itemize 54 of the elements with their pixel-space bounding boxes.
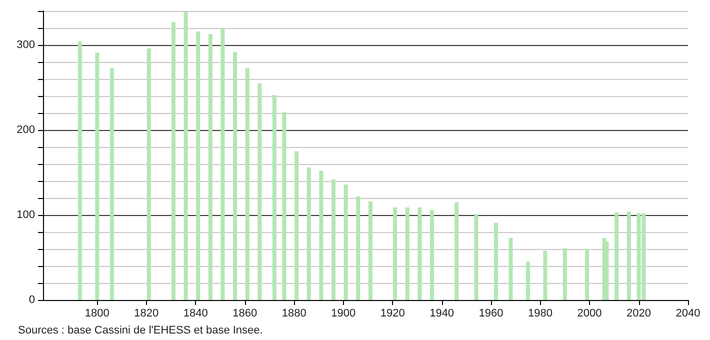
bar [258, 83, 262, 300]
x-tick-label: 1940 [430, 308, 454, 320]
bar [418, 207, 422, 300]
bar [331, 179, 336, 300]
bar [282, 112, 286, 300]
bar [220, 28, 225, 300]
y-tick-label: 200 [16, 124, 35, 136]
bar [368, 201, 372, 300]
bar [356, 196, 360, 300]
bar [393, 207, 398, 300]
y-tick-label: 0 [28, 294, 35, 306]
x-tick-label: 1820 [134, 308, 159, 320]
bar [526, 262, 530, 300]
bar [95, 52, 100, 300]
bar [146, 48, 151, 300]
bar [405, 207, 410, 300]
bar [494, 222, 498, 300]
x-tick-label: 1800 [84, 308, 110, 320]
y-tick-label: 100 [16, 209, 35, 221]
x-tick-label: 1920 [380, 308, 405, 320]
bar [171, 22, 176, 300]
x-tick-label: 2040 [676, 308, 700, 320]
bar [196, 31, 200, 300]
x-tick-label: 1900 [331, 308, 356, 320]
bar [614, 212, 619, 300]
bar [585, 249, 590, 300]
bar [78, 42, 82, 300]
bar [208, 34, 212, 300]
bar [626, 212, 631, 300]
bar [110, 68, 114, 300]
x-tick-label: 2000 [577, 308, 602, 320]
x-tick-label: 1960 [478, 308, 504, 320]
x-tick-label: 2020 [626, 308, 652, 320]
x-tick-label: 1980 [528, 308, 553, 320]
bar [474, 214, 478, 300]
bar [319, 170, 324, 300]
bar [562, 248, 567, 300]
x-tick-label: 1880 [282, 308, 306, 320]
bar [454, 202, 459, 300]
y-tick-label: 300 [16, 39, 35, 51]
x-tick-label: 1860 [232, 308, 258, 320]
source-note: Sources : base Cassini de l'EHESS et base Insee. [18, 324, 263, 336]
bar [272, 95, 276, 300]
bar [233, 52, 238, 300]
bar [543, 250, 548, 300]
bar [430, 210, 434, 300]
bar [508, 238, 513, 300]
bar [245, 68, 250, 300]
bar [184, 12, 188, 300]
x-tick-label: 1840 [183, 308, 208, 320]
bar [604, 241, 609, 300]
bar [306, 167, 311, 300]
bar [344, 184, 348, 300]
bar [294, 151, 299, 300]
